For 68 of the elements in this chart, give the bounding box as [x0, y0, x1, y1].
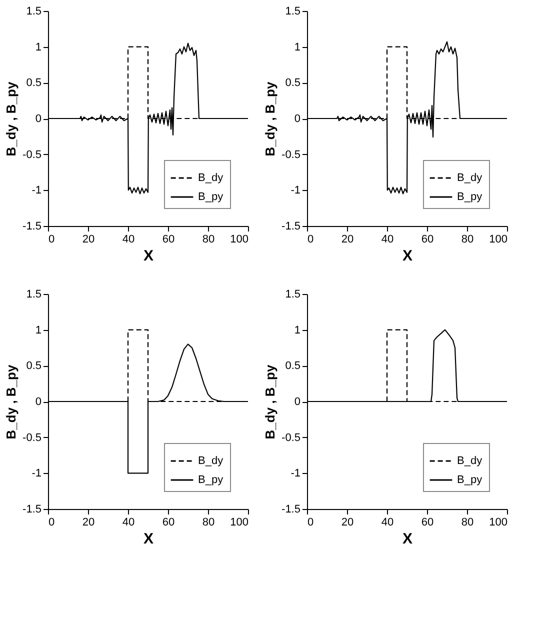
- x-tick-label: 80: [202, 516, 215, 528]
- y-tick-label: 0: [35, 396, 42, 408]
- legend-label: B_py: [457, 191, 483, 203]
- y-tick-label: 0.5: [26, 360, 42, 372]
- x-tick-label: 80: [461, 516, 474, 528]
- x-tick-label: 60: [421, 516, 434, 528]
- x-tick-label: 80: [202, 234, 215, 246]
- x-tick-label: 60: [162, 234, 175, 246]
- x-axis-title: X: [143, 530, 154, 548]
- x-tick-label: 40: [381, 234, 394, 246]
- x-tick-label: 40: [122, 516, 135, 528]
- y-axis-title: B_dy , B_py: [262, 81, 278, 156]
- x-tick-label: 20: [82, 234, 95, 246]
- x-tick-label: 0: [48, 516, 55, 528]
- y-tick-label: 1: [35, 324, 42, 336]
- legend-label: B_dy: [198, 455, 224, 467]
- y-tick-label: 1: [35, 41, 42, 54]
- x-tick-label: 0: [308, 234, 314, 246]
- y-tick-label: 0: [294, 113, 300, 125]
- x-tick-label: 20: [82, 516, 95, 528]
- y-tick-label: 1.5: [26, 6, 42, 18]
- y-tick-label: 0.5: [285, 360, 300, 372]
- y-tick-label: -1.5: [282, 504, 300, 516]
- y-tick-label: -1: [290, 184, 300, 197]
- legend-label: B_dy: [198, 172, 224, 184]
- y-tick-label: -0.5: [22, 148, 42, 161]
- y-tick-label: -1: [32, 468, 42, 480]
- y-tick-label: 1.5: [285, 288, 300, 300]
- y-tick-label: -1.5: [282, 220, 300, 232]
- y-tick-label: -0.5: [282, 148, 300, 161]
- x-tick-label: 100: [489, 516, 508, 528]
- x-axis-title: X: [143, 248, 154, 264]
- x-tick-label: 80: [461, 234, 474, 246]
- x-tick-label: 20: [341, 516, 354, 528]
- x-tick-label: 100: [489, 234, 508, 246]
- y-tick-label: 0.5: [26, 77, 42, 90]
- x-tick-label: 20: [341, 234, 354, 246]
- legend-label: B_py: [457, 474, 483, 486]
- y-tick-label: 1: [294, 41, 300, 54]
- y-tick-label: 1: [294, 324, 300, 336]
- y-tick-label: -0.5: [22, 432, 42, 444]
- legend-label: B_dy: [457, 455, 483, 467]
- y-tick-label: -1: [32, 184, 42, 197]
- y-tick-label: -1: [290, 468, 300, 480]
- x-tick-label: 40: [122, 234, 135, 246]
- x-tick-label: 40: [381, 516, 394, 528]
- y-tick-label: 1.5: [285, 6, 300, 18]
- legend-label: B_py: [198, 191, 224, 203]
- y-tick-label: -0.5: [282, 432, 300, 444]
- x-tick-label: 0: [308, 516, 314, 528]
- y-axis-title: B_dy , B_py: [4, 364, 19, 440]
- x-tick-label: 100: [230, 516, 248, 528]
- x-axis-title: X: [402, 530, 413, 548]
- legend-label: B_py: [198, 474, 224, 486]
- y-tick-label: 0: [35, 113, 42, 125]
- x-tick-label: 100: [230, 234, 248, 246]
- y-axis-title: B_dy , B_py: [4, 81, 19, 156]
- y-tick-label: -1.5: [22, 504, 42, 516]
- legend-label: B_dy: [457, 172, 483, 184]
- x-tick-label: 0: [48, 234, 55, 246]
- y-tick-label: -1.5: [22, 220, 42, 232]
- x-tick-label: 60: [421, 234, 434, 246]
- x-axis-title: X: [402, 248, 413, 264]
- y-tick-label: 0.5: [285, 77, 300, 90]
- x-tick-label: 60: [162, 516, 175, 528]
- y-tick-label: 1.5: [26, 288, 42, 300]
- y-tick-label: 0: [294, 396, 300, 408]
- y-axis-title: B_dy , B_py: [262, 364, 278, 440]
